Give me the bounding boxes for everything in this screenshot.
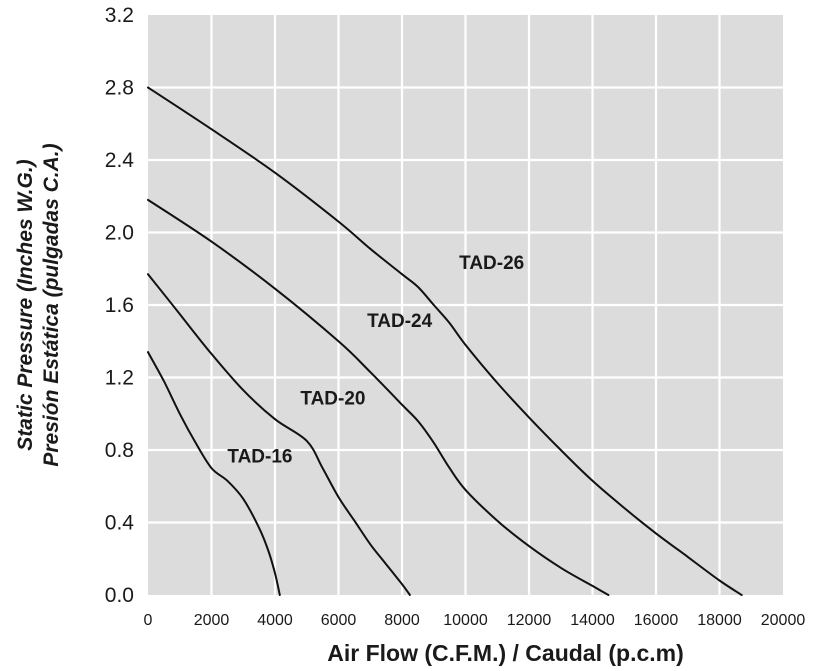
curve-label-tad-26: TAD-26: [459, 253, 524, 274]
y-tick-label: 1.2: [105, 367, 134, 390]
grid-lines: [148, 15, 783, 595]
x-tick-label: 8000: [384, 612, 420, 629]
curve-label-tad-16: TAD-16: [227, 447, 292, 468]
x-axis-title: Air Flow (C.F.M.) / Caudal (p.c.m): [327, 640, 684, 666]
x-tick-label: 10000: [443, 612, 488, 629]
y-tick-label: 2.0: [105, 222, 134, 245]
x-tick-label: 2000: [194, 612, 230, 629]
y-tick-label: 1.6: [105, 294, 134, 317]
y-axis-title: Static Pressure (Inches W.G.) Presión Es…: [14, 143, 63, 466]
curve-tad-16: [147, 351, 281, 596]
x-tick-label: 12000: [507, 612, 552, 629]
y-axis-title-line-1: Static Pressure (Inches W.G.): [14, 159, 37, 450]
curve-tad-24: [147, 198, 610, 596]
series-curves: [147, 86, 743, 596]
curve-label-tad-24: TAD-24: [367, 311, 433, 332]
y-tick-label: 3.2: [105, 4, 134, 27]
x-tick-label: 0: [144, 612, 153, 629]
x-tick-label: 16000: [634, 612, 679, 629]
y-tick-labels: 0.0 0.4 0.8 1.2 1.6 2.0 2.4 2.8 3.2: [105, 4, 135, 607]
y-tick-label: 2.8: [105, 77, 134, 100]
curve-tad-26: [147, 86, 743, 596]
y-tick-label: 0.4: [105, 512, 135, 535]
y-tick-label: 0.8: [105, 439, 134, 462]
curve-tad-20: [147, 273, 411, 596]
x-tick-label: 4000: [257, 612, 293, 629]
x-tick-label: 14000: [570, 612, 615, 629]
x-tick-label: 18000: [697, 612, 742, 629]
series-labels: TAD-16 TAD-20 TAD-24 TAD-26: [227, 253, 524, 468]
x-tick-label: 20000: [761, 612, 806, 629]
curve-label-tad-20: TAD-20: [300, 389, 365, 410]
x-tick-labels: 0 2000 4000 6000 8000 10000 12000 14000 16000 180…: [144, 612, 806, 629]
y-tick-label: 0.0: [105, 584, 134, 607]
x-tick-label: 6000: [321, 612, 357, 629]
y-axis-title-line-2: Presión Estática (pulgadas C.A.): [40, 143, 63, 466]
y-tick-label: 2.4: [105, 149, 135, 172]
